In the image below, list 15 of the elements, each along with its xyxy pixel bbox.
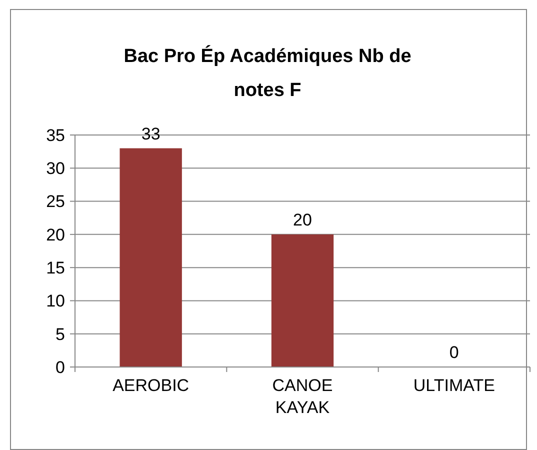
data-label: 0 (449, 343, 459, 362)
y-tick-label: 35 (46, 126, 65, 145)
chart-title: Bac Pro Ép Académiques Nb de notes F (124, 45, 412, 101)
y-tick-label: 0 (56, 358, 65, 377)
y-tick-label: 5 (56, 324, 65, 344)
y-tick-label: 15 (46, 258, 65, 278)
data-label: 33 (141, 124, 160, 144)
y-tick-label: 25 (46, 192, 65, 212)
y-tick-label: 20 (46, 225, 65, 244)
x-tick-label: CANOE KAYAK (272, 376, 333, 417)
y-tick-label: 30 (46, 159, 65, 178)
x-tick-label: ULTIMATE (413, 376, 495, 395)
data-label: 20 (293, 210, 312, 230)
x-tick-label: AEROBIC (112, 376, 190, 395)
y-tick-label: 10 (46, 292, 65, 311)
